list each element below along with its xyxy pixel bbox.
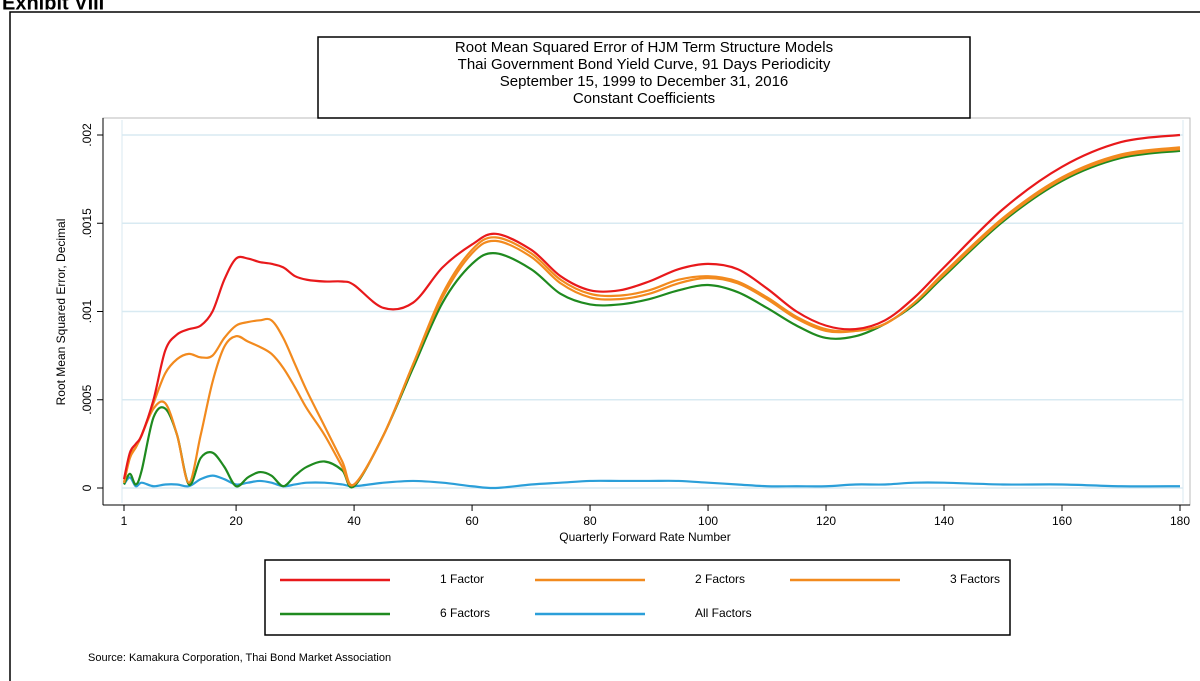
series-line bbox=[122, 133, 1181, 480]
series-line bbox=[123, 149, 1181, 489]
y-tick-label: .0005 bbox=[80, 384, 94, 414]
series-line bbox=[122, 146, 1181, 487]
x-tick-label: 1 bbox=[121, 514, 128, 528]
x-tick-label: 40 bbox=[347, 514, 361, 528]
legend-label: 3 Factors bbox=[950, 572, 1000, 586]
chart-title: Constant Coefficients bbox=[573, 90, 715, 107]
x-tick-label: 120 bbox=[816, 514, 836, 528]
x-tick-label: 20 bbox=[229, 514, 243, 528]
x-tick-label: 180 bbox=[1170, 514, 1190, 528]
legend-label: 2 Factors bbox=[695, 572, 745, 586]
legend-label: 6 Factors bbox=[440, 606, 490, 620]
x-tick-label: 60 bbox=[465, 514, 479, 528]
legend-label: All Factors bbox=[695, 606, 752, 620]
chart-title: September 15, 1999 to December 31, 2016 bbox=[500, 73, 789, 90]
outer-frame bbox=[9, 11, 1200, 681]
title-group: Root Mean Squared Error of HJM Term Stru… bbox=[455, 39, 833, 107]
title-box bbox=[317, 36, 971, 119]
x-tick-label: 100 bbox=[698, 514, 718, 528]
exhibit-label: Exhibit VIII bbox=[2, 0, 104, 14]
y-tick-label: .0015 bbox=[80, 208, 94, 238]
chart-title: Thai Government Bond Yield Curve, 91 Day… bbox=[458, 56, 831, 73]
x-tick-label: 140 bbox=[934, 514, 954, 528]
y-tick-label: .002 bbox=[80, 123, 94, 147]
y-axis-title: Root Mean Squared Error, Decimal bbox=[54, 219, 68, 406]
chart-title: Root Mean Squared Error of HJM Term Stru… bbox=[455, 39, 833, 56]
x-tick-label: 80 bbox=[583, 514, 597, 528]
y-tick-label: .001 bbox=[80, 299, 94, 323]
x-tick-label: 160 bbox=[1052, 514, 1072, 528]
y-tick-label: 0 bbox=[80, 484, 94, 491]
series-line bbox=[123, 474, 1181, 490]
legend-box bbox=[264, 559, 1011, 636]
x-axis-title: Quarterly Forward Rate Number bbox=[559, 530, 730, 544]
source-note: Source: Kamakura Corporation, Thai Bond … bbox=[88, 652, 391, 664]
legend-label: 1 Factor bbox=[440, 572, 484, 586]
